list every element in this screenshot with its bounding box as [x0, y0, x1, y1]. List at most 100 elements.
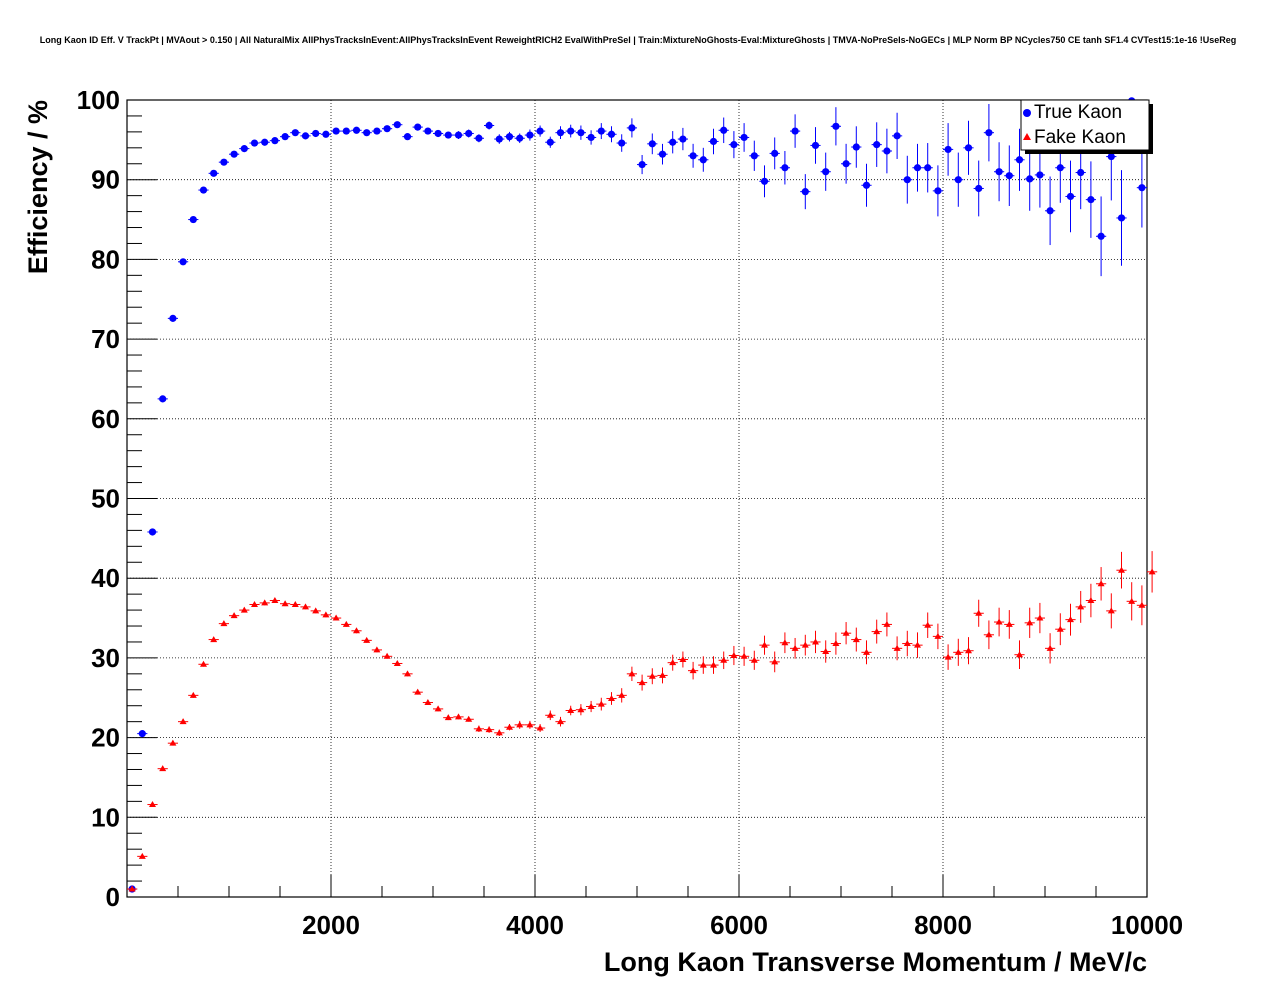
data-point: [526, 721, 534, 728]
data-point: [383, 125, 391, 133]
data-point: [1087, 196, 1095, 204]
data-point: [852, 143, 860, 151]
y-axis-title: Efficiency / %: [23, 100, 53, 274]
data-point: [138, 852, 146, 859]
data-point: [954, 648, 962, 655]
data-point: [750, 656, 758, 663]
chart-title: Long Kaon ID Eff. V TrackPt | MVAout > 0…: [40, 35, 1237, 45]
legend-label-fake-kaon: Fake Kaon: [1034, 127, 1126, 148]
data-point: [1046, 644, 1054, 651]
y-tick-label: 0: [106, 882, 120, 912]
data-point: [516, 721, 524, 728]
data-point: [740, 652, 748, 659]
data-point: [689, 667, 697, 674]
data-point: [444, 131, 452, 139]
data-point: [842, 629, 850, 636]
data-point: [628, 124, 636, 132]
data-point: [761, 641, 768, 648]
data-point: [873, 141, 881, 149]
data-point: [240, 145, 248, 153]
data-point: [924, 164, 932, 172]
data-point: [791, 127, 799, 135]
data-point: [363, 636, 371, 643]
data-series: [127, 97, 1158, 893]
data-point: [1128, 597, 1136, 604]
data-point: [1107, 152, 1115, 161]
data-point: [322, 611, 330, 618]
data-point: [822, 648, 830, 655]
data-point: [301, 132, 310, 140]
data-point: [893, 132, 901, 140]
data-point: [546, 711, 554, 718]
data-point: [710, 661, 717, 668]
data-point: [189, 215, 197, 224]
data-point: [393, 121, 401, 129]
data-point: [261, 138, 269, 146]
data-point: [822, 168, 830, 176]
data-point: [659, 671, 666, 678]
data-point: [679, 135, 687, 143]
data-point: [1087, 597, 1095, 604]
data-point: [373, 646, 381, 653]
grid: [127, 99, 1148, 898]
data-point: [1026, 619, 1034, 626]
data-point: [618, 691, 626, 698]
data-point: [281, 600, 289, 607]
data-point: [648, 672, 656, 679]
data-point: [1067, 616, 1074, 623]
data-point: [403, 133, 412, 141]
data-point: [332, 614, 340, 621]
data-point: [1036, 614, 1044, 621]
data-point: [1077, 168, 1085, 177]
data-point: [424, 127, 432, 135]
data-point: [771, 149, 779, 157]
data-point: [291, 601, 299, 608]
data-point: [1005, 620, 1013, 627]
data-point: [546, 138, 554, 146]
data-point: [801, 641, 809, 648]
data-point: [638, 679, 646, 686]
data-point: [230, 150, 238, 158]
data-point: [689, 152, 697, 160]
data-point: [965, 647, 972, 654]
data-point: [964, 144, 973, 152]
data-point: [352, 126, 361, 134]
data-point: [1036, 171, 1044, 179]
data-point: [434, 129, 442, 138]
data-point: [944, 145, 952, 154]
data-point: [862, 181, 871, 189]
x-axis-title: Long Kaon Transverse Momentum / MeV/c: [604, 947, 1147, 977]
data-point: [454, 131, 463, 139]
data-point: [312, 607, 320, 614]
data-point: [291, 129, 299, 137]
data-point: [801, 188, 809, 196]
x-tick-label: 8000: [914, 910, 972, 940]
series-fake-kaon: [127, 551, 1158, 892]
data-point: [913, 164, 922, 172]
y-tick-label: 30: [91, 643, 120, 673]
data-point: [475, 134, 483, 142]
data-point: [250, 139, 259, 147]
data-point: [883, 147, 891, 155]
data-point: [760, 177, 769, 185]
data-point: [414, 123, 422, 131]
data-point: [363, 129, 371, 137]
data-point: [210, 636, 218, 643]
data-point: [393, 659, 401, 666]
data-point: [567, 707, 575, 714]
data-point: [832, 640, 840, 647]
data-point: [302, 603, 309, 610]
data-point: [985, 129, 993, 137]
data-point: [465, 715, 473, 722]
data-point: [505, 133, 514, 141]
data-point: [863, 648, 870, 655]
data-point: [200, 660, 207, 667]
data-point: [475, 725, 483, 732]
data-point: [995, 168, 1003, 176]
data-point: [414, 688, 422, 695]
data-point: [587, 703, 595, 710]
data-point: [1056, 164, 1064, 172]
x-tick-label: 4000: [506, 910, 564, 940]
data-point: [465, 129, 473, 138]
y-tick-label: 10: [91, 802, 120, 832]
